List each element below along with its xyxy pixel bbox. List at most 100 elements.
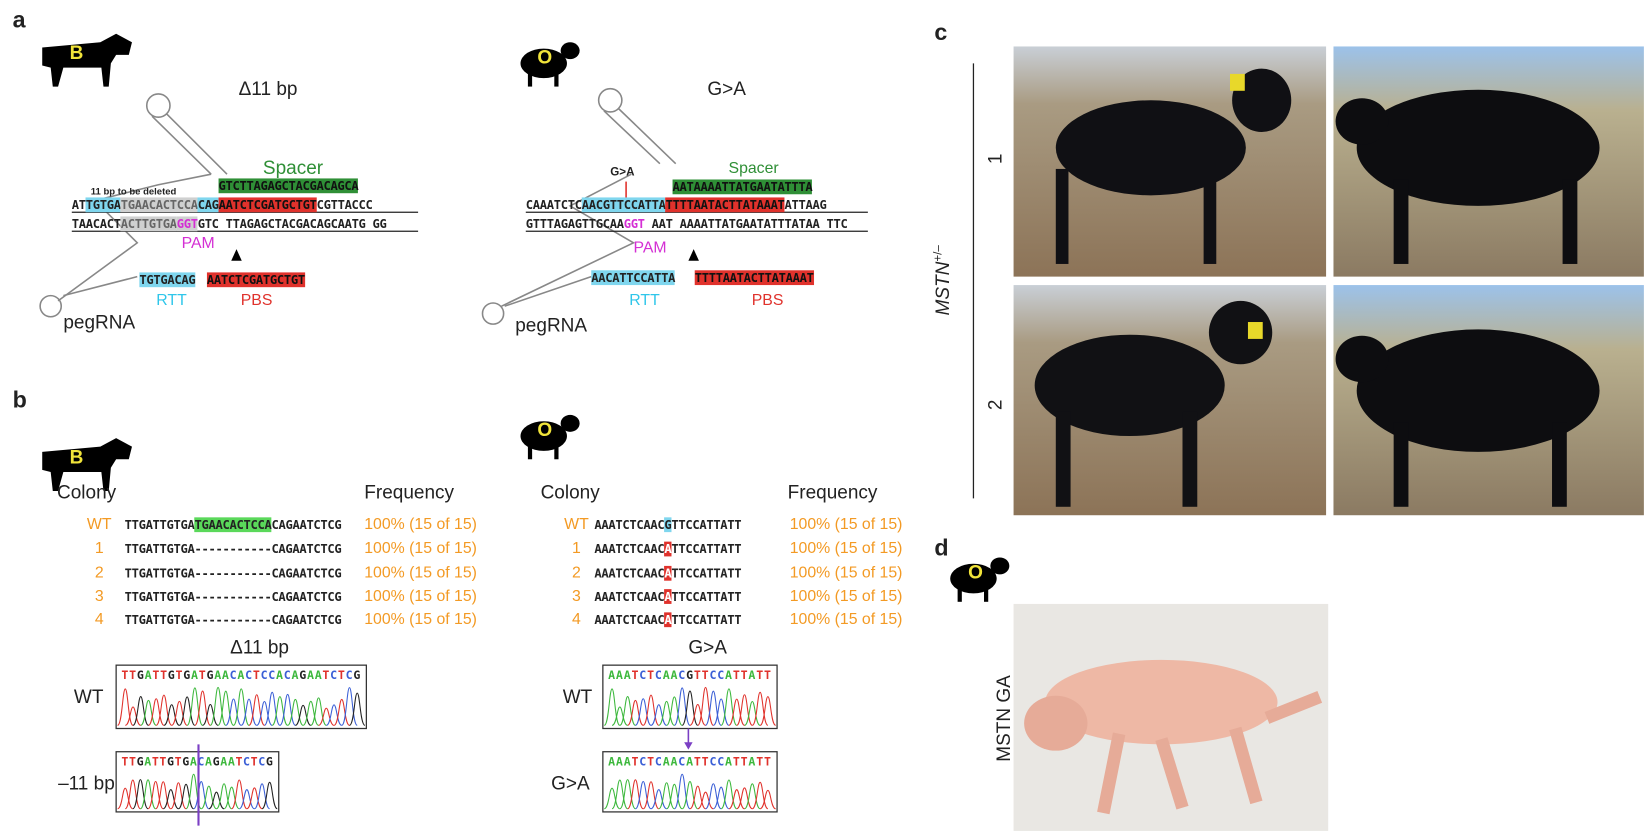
nick-marker [231, 249, 242, 261]
trace-peak [658, 700, 675, 726]
pbs-seq: AATCTCGATGCTGT [206, 272, 305, 288]
pbs-seq: TTTTAATACTTATAAAT [694, 270, 814, 286]
seq: GGT [623, 216, 645, 232]
panel-label: b [12, 386, 27, 413]
trace-peak [635, 780, 652, 810]
trace-peak [681, 690, 699, 726]
trace-peak [689, 785, 706, 810]
panel-label: c [934, 19, 948, 46]
seq: ACTTGTGA [120, 216, 177, 232]
sequence-segment: TTGATTGTGA [124, 517, 195, 533]
seq: CGTTACCC [316, 197, 373, 213]
seq: GTTTAGAGTTGCAA [525, 216, 624, 232]
trace-label: –11 bp [58, 772, 115, 794]
animal-label: 2 [984, 399, 1006, 411]
seq: GG [372, 216, 387, 232]
rtt-label: RTT [629, 291, 660, 310]
sequence: AAATCTCAACGTTCCATTATT [594, 517, 742, 533]
seq: GTC [197, 216, 219, 232]
trace-peak [254, 783, 270, 810]
trace-peak [744, 700, 761, 726]
panel-title: G>A [707, 78, 746, 100]
seq: TTAGAGCTACGACAGCA [225, 216, 345, 232]
trace-peak [186, 687, 204, 726]
trace-peak [681, 781, 699, 810]
trace-peak [170, 782, 187, 810]
trace-peak [619, 696, 636, 726]
trace-peak [759, 696, 777, 726]
seq: AAT [651, 216, 673, 232]
sequence: TTGATTGTGATGAACACTCCACAGAATCTCG [124, 517, 342, 533]
trace-peak [132, 696, 149, 726]
spacer-seq: GTCTTAGAGCTACGACAGCA [218, 178, 359, 194]
trace-peak [202, 703, 219, 726]
icon-letter: B [69, 42, 84, 64]
trace-peak [163, 704, 180, 726]
trace-peak [697, 686, 714, 726]
bottom-strand: GTTTAGAGTTGCAAGGT AAT AAAATTATGAATATTTAT… [526, 216, 848, 231]
trace-peak [208, 791, 225, 810]
trace-peak [233, 688, 250, 726]
trace-peak [155, 781, 172, 810]
trace-peak [752, 781, 769, 810]
frequency: 100% (15 of 15) [364, 587, 477, 605]
colony: 3 [94, 587, 104, 605]
sequence-segment: TTGATTGTGA-----------CAGAATCTCG [124, 612, 342, 628]
photo [1013, 603, 1329, 831]
trace-peak [231, 779, 248, 810]
trace-peak [263, 691, 281, 726]
top-strand: ATTGTGATGAACACTCCACAGAATCTCGATGCTGTCGTTA… [72, 197, 373, 213]
sequence-segment: A [664, 612, 672, 628]
trace-peak [147, 780, 164, 810]
colony: 3 [572, 587, 581, 605]
colony: 1 [572, 539, 581, 558]
colony: 4 [572, 610, 581, 629]
colony: WT [564, 515, 589, 534]
gene: MSTN [932, 261, 954, 316]
sequence-segment: TGAACACTCCA [194, 517, 272, 533]
trace-sequence: AAATCTCAACATTCCATTATT [608, 754, 771, 768]
sequence-segment: TTCCATTATT [671, 589, 742, 604]
trace-peak [217, 690, 235, 726]
trace-peak [246, 787, 263, 810]
trace-peak [673, 773, 691, 810]
trace-peak [248, 694, 265, 726]
colony: 2 [572, 563, 581, 582]
trace-sequence: TTGATTGTGATGAACACTCCACAGAATCTCG [121, 668, 360, 682]
sequence: AAATCTCAACATTCCATTATT [594, 612, 742, 628]
frequency: 100% (15 of 15) [364, 539, 477, 558]
sequence-segment: TTCCATTATT [671, 565, 742, 581]
trace-peak [713, 786, 730, 810]
trace-peak [627, 779, 644, 810]
top-strand: CAAATCTCAACGTTCCATTATTTTAATACTTATAAATATT… [526, 197, 827, 213]
frequency-header: Frequency [364, 481, 455, 503]
frequency: 100% (15 of 15) [789, 563, 903, 582]
frequency: 100% (15 of 15) [364, 563, 477, 582]
trace-peak [611, 779, 629, 810]
rtt-seq: TGTGACAG [139, 272, 196, 288]
seq: GGT [176, 216, 198, 232]
panel-title: Δ11 bp [238, 78, 298, 100]
sequence: AAATCTCAACATTCCATTATT [594, 541, 742, 557]
frequency: 100% (15 of 15) [364, 515, 477, 534]
sequence: TTGATTGTGA-----------CAGAATCTCG [125, 612, 342, 627]
edit: G>A [610, 165, 635, 179]
bottom-strand: TAACACTACTTGTGAGGTGTC TTAGAGCTACGACAGCAA… [72, 216, 387, 232]
rtt-label: RTT [156, 291, 187, 310]
trace-peak [239, 789, 255, 810]
seq: AATCTCGATGCTGT [218, 197, 317, 213]
trace-peak [705, 690, 722, 726]
trace-peak [139, 779, 157, 810]
sequence-segment: AAATCTCAAC [594, 589, 665, 604]
trace-peak [650, 789, 667, 810]
frequency: 100% (15 of 15) [789, 587, 903, 605]
sequence-segment: AAATCTCAAC [594, 517, 665, 533]
trace-peak [162, 789, 179, 810]
panel-label: d [934, 534, 949, 561]
animal-label: 1 [984, 153, 1006, 165]
deletion-note: 11 bp to be deleted [90, 185, 177, 197]
sequence: AAATCTCAACATTCCATTATT [594, 565, 742, 581]
trace-peak [713, 698, 730, 726]
